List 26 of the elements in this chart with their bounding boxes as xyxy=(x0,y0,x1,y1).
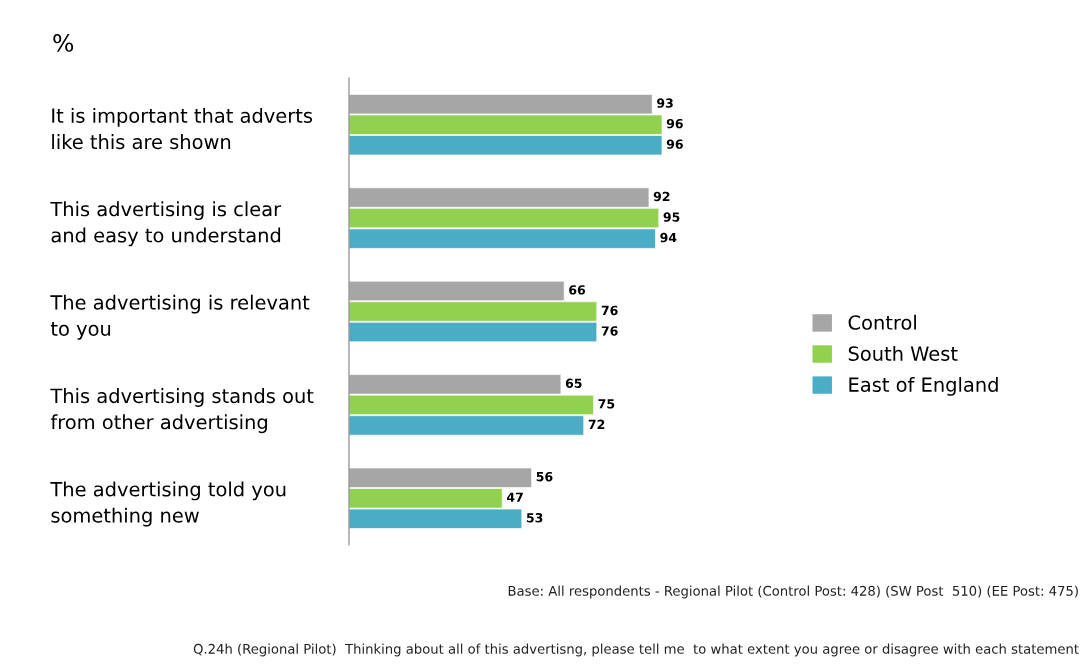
y-tick-label: This advertising stands out from other advertising xyxy=(50,388,314,434)
legend-label: East of England xyxy=(849,376,998,396)
data-label: 93 xyxy=(657,98,673,108)
data-label: 94 xyxy=(660,232,677,243)
data-label: 95 xyxy=(663,212,680,222)
data-label: 76 xyxy=(601,305,618,316)
text: Q.24h (Regional Pilot) Thinking about all of this advertisng, please tell me to what extent you agree or disagree with each statement xyxy=(193,643,1079,657)
data-label: 53 xyxy=(526,513,543,523)
text: % xyxy=(53,33,74,52)
data-label: 66 xyxy=(569,285,586,295)
y-tick-label: This advertising is clear and easy to understand xyxy=(50,201,282,247)
data-label: 56 xyxy=(536,471,553,482)
data-label: 75 xyxy=(598,399,615,409)
data-label: 96 xyxy=(666,118,683,129)
legend-label: Control xyxy=(848,314,916,330)
y-tick-label: The advertising told you something new xyxy=(50,481,286,527)
y-tick-label: The advertising is relevant to you xyxy=(50,294,310,340)
data-label: 47 xyxy=(506,492,523,502)
data-label: 92 xyxy=(653,191,670,202)
data-label: 96 xyxy=(666,139,683,149)
data-label: 72 xyxy=(588,419,605,429)
text: Base: All respondents - Regional Pilot (Control Post: 428) (SW Post 510) (EE Post: 475) xyxy=(508,585,1078,599)
legend-label: South West xyxy=(848,345,958,361)
data-label: 65 xyxy=(565,378,582,388)
y-tick-label: It is important that adverts like this are shown xyxy=(52,107,313,150)
data-label: 76 xyxy=(601,326,618,336)
